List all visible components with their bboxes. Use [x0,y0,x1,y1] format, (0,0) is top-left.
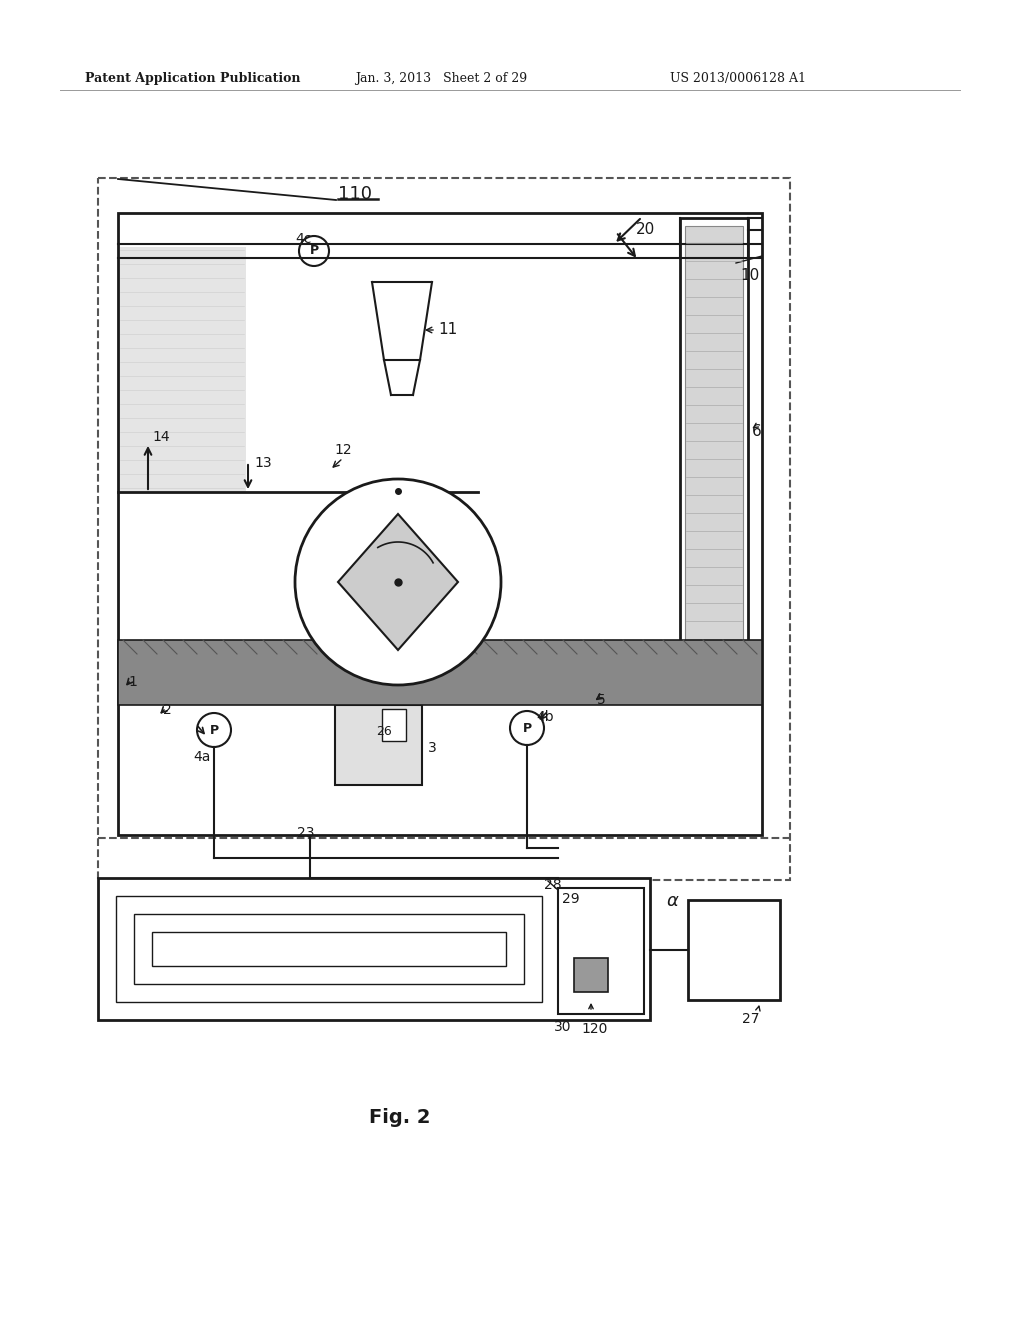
Bar [134,913,524,983]
Bar [382,709,406,741]
Bar [116,896,542,1002]
Text: 11: 11 [438,322,458,338]
Bar [118,640,762,705]
Text: 4b: 4b [536,710,554,723]
Text: Patent Application Publication: Patent Application Publication [85,73,300,84]
Circle shape [299,236,329,267]
Circle shape [510,711,544,744]
Bar [680,218,748,657]
Text: 13: 13 [254,455,271,470]
Text: 6: 6 [752,425,762,440]
Bar [335,705,422,785]
Text: 4a: 4a [194,750,211,764]
Text: 12: 12 [334,444,351,457]
Text: 26: 26 [376,725,392,738]
Text: 30: 30 [554,1020,571,1034]
Text: P: P [309,244,318,257]
Circle shape [295,479,501,685]
Text: P: P [522,722,531,734]
Text: 110: 110 [338,185,372,203]
Text: α: α [666,892,678,909]
Bar [685,226,743,649]
Text: 10: 10 [740,268,759,282]
Text: 28: 28 [544,878,561,892]
Text: 2: 2 [163,704,172,717]
Text: 1: 1 [128,675,137,689]
Bar [118,247,246,492]
Text: 120: 120 [581,1022,607,1036]
Text: 14: 14 [152,430,170,444]
Text: US 2013/0006128 A1: US 2013/0006128 A1 [670,73,806,84]
Text: Fig. 2: Fig. 2 [370,1107,431,1127]
Text: P: P [210,723,218,737]
Text: 27: 27 [742,1012,760,1026]
Text: 23: 23 [297,826,314,840]
Text: 29: 29 [562,892,580,906]
Bar [98,878,650,1020]
Bar [574,958,608,993]
Bar [152,932,506,966]
Circle shape [197,713,231,747]
Polygon shape [338,513,458,649]
Text: 4c: 4c [296,232,312,246]
Text: 3: 3 [428,741,437,755]
Bar [558,888,644,1014]
Text: 5: 5 [597,693,606,708]
Text: Jan. 3, 2013   Sheet 2 of 29: Jan. 3, 2013 Sheet 2 of 29 [355,73,527,84]
Text: 20: 20 [636,222,655,238]
Bar [688,900,780,1001]
